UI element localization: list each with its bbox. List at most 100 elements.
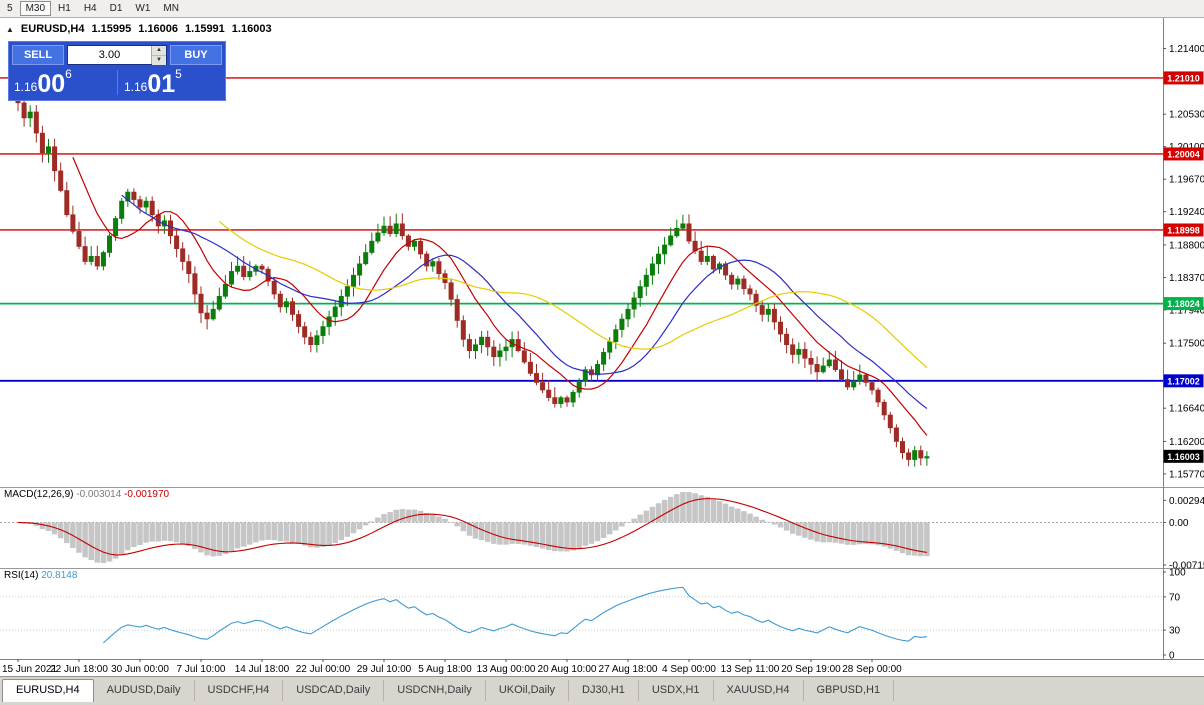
macd-name: MACD(12,26,9)	[4, 489, 74, 500]
svg-text:30: 30	[1169, 626, 1181, 637]
chart-ohlc-header: ▲ EURUSD,H4 1.15995 1.16006 1.15991 1.16…	[6, 23, 272, 35]
svg-text:28 Sep 00:00: 28 Sep 00:00	[842, 664, 902, 675]
timeframe-button-m30[interactable]: M30	[19, 1, 52, 16]
bar-close-value: 1.16003	[231, 23, 272, 35]
svg-text:22 Jun 18:00: 22 Jun 18:00	[50, 664, 108, 675]
macd-main-value: -0.003014	[76, 489, 122, 500]
svg-text:1.19670: 1.19670	[1169, 175, 1204, 186]
svg-text:4 Sep 00:00: 4 Sep 00:00	[662, 664, 716, 675]
svg-text:14 Jul 18:00: 14 Jul 18:00	[235, 664, 290, 675]
svg-text:13 Sep 11:00: 13 Sep 11:00	[721, 664, 780, 675]
svg-text:-0.00715: -0.00715	[1169, 561, 1204, 572]
timeframe-button-h1[interactable]: H1	[52, 1, 77, 16]
chart-tab-gbpusd-h1[interactable]: GBPUSD,H1	[804, 680, 895, 701]
collapse-trade-panel-icon[interactable]: ▲	[6, 24, 14, 34]
buy-price-pipette: 5	[175, 67, 182, 81]
timeframe-button-mn[interactable]: MN	[157, 1, 185, 16]
price-chart-canvas[interactable]: 1.214001.205301.201001.196701.192401.188…	[0, 18, 1204, 676]
volume-spinner: ▲ ▼	[151, 46, 166, 65]
svg-text:1.17940: 1.17940	[1169, 305, 1204, 316]
svg-text:70: 70	[1169, 592, 1181, 603]
one-click-trade-panel: SELL 3.00 ▲ ▼ BUY 1.16 00 6 1.16	[8, 41, 226, 101]
rsi-name: RSI(14)	[4, 570, 39, 581]
svg-text:1.18998: 1.18998	[1167, 225, 1200, 235]
sell-button[interactable]: SELL	[12, 45, 64, 65]
buy-price-main: 01	[147, 70, 176, 98]
svg-text:1.20004: 1.20004	[1167, 149, 1200, 159]
svg-text:1.17002: 1.17002	[1167, 376, 1200, 386]
svg-text:1.20530: 1.20530	[1169, 110, 1204, 121]
sell-price-prefix: 1.16	[14, 80, 38, 94]
candles-layer	[15, 83, 930, 467]
svg-text:1.16200: 1.16200	[1169, 437, 1204, 448]
timeframe-button-h4[interactable]: H4	[78, 1, 103, 16]
buy-button[interactable]: BUY	[170, 45, 222, 65]
volume-up-icon[interactable]: ▲	[152, 46, 166, 56]
slow-ma-line	[218, 220, 928, 369]
chart-tab-usdcad-daily[interactable]: USDCAD,Daily	[283, 680, 385, 701]
sell-price-pipette: 6	[65, 67, 72, 81]
bar-low-value: 1.15991	[185, 23, 225, 35]
sell-price-main: 00	[37, 70, 66, 98]
chart-tab-audusd-daily[interactable]: AUDUSD,Daily	[94, 680, 195, 701]
chart-tab-usdcnh-daily[interactable]: USDCNH,Daily	[384, 680, 486, 701]
bar-open-value: 1.15995	[91, 23, 132, 35]
chart-tab-usdchf-h4[interactable]: USDCHF,H4	[195, 680, 284, 701]
chart-tab-eurusd-h4[interactable]: EURUSD,H4	[2, 679, 94, 702]
moving-averages-layer	[72, 157, 928, 436]
macd-signal-line	[17, 498, 927, 556]
svg-text:1.19240: 1.19240	[1169, 207, 1204, 218]
price-axis[interactable]: 1.214001.205301.201001.196701.192401.188…	[0, 18, 1204, 662]
rsi-line	[103, 586, 927, 644]
svg-text:1.21010: 1.21010	[1167, 73, 1200, 83]
svg-text:7 Jul 10:00: 7 Jul 10:00	[177, 664, 226, 675]
svg-text:1.21400: 1.21400	[1169, 44, 1204, 55]
svg-text:100: 100	[1169, 568, 1186, 579]
svg-text:0.00: 0.00	[1169, 518, 1189, 529]
sell-price[interactable]: 1.16 00 6	[12, 68, 112, 97]
svg-text:13 Aug 00:00: 13 Aug 00:00	[477, 664, 536, 675]
svg-text:30 Jun 00:00: 30 Jun 00:00	[111, 664, 169, 675]
timeframe-button-w1[interactable]: W1	[129, 1, 156, 16]
volume-value[interactable]: 3.00	[98, 49, 121, 61]
timeframe-toolbar: 5 M30 H1 H4 D1 W1 MN	[0, 0, 1204, 18]
macd-signal-value: -0.001970	[124, 489, 170, 500]
svg-text:1.16003: 1.16003	[1167, 452, 1200, 462]
svg-text:1.18800: 1.18800	[1169, 240, 1204, 251]
chart-tab-usdx-h1[interactable]: USDX,H1	[639, 680, 714, 701]
svg-text:15 Jun 2021: 15 Jun 2021	[2, 664, 57, 675]
chart-tabs-bar: EURUSD,H4 AUDUSD,Daily USDCHF,H4 USDCAD,Dai…	[0, 676, 1204, 705]
mid-ma-line	[121, 194, 928, 410]
svg-text:1.18024: 1.18024	[1167, 299, 1200, 309]
chart-tab-xauusd-h4[interactable]: XAUUSD,H4	[714, 680, 804, 701]
chart-tab-dj30-h1[interactable]: DJ30,H1	[569, 680, 639, 701]
svg-text:1.18370: 1.18370	[1169, 273, 1204, 284]
svg-text:0: 0	[1169, 651, 1175, 662]
chart-area[interactable]: 1.214001.205301.201001.196701.192401.188…	[0, 18, 1204, 676]
svg-text:22 Jul 00:00: 22 Jul 00:00	[296, 664, 351, 675]
buy-price[interactable]: 1.16 01 5	[112, 68, 222, 97]
svg-text:20 Aug 10:00: 20 Aug 10:00	[538, 664, 597, 675]
fast-ma-line	[72, 157, 928, 436]
rsi-value: 20.8148	[41, 570, 78, 581]
svg-text:1.17500: 1.17500	[1169, 339, 1204, 350]
horizontal-level-lines[interactable]	[0, 77, 1163, 382]
rsi-panel	[0, 586, 1163, 644]
svg-text:1.15770: 1.15770	[1169, 469, 1204, 480]
volume-down-icon[interactable]: ▼	[152, 56, 166, 65]
price-line-badges: 1.21010 1.20004 1.18998 1.18024 1.17002 1.160…	[1163, 71, 1204, 463]
bar-high-value: 1.16006	[138, 23, 179, 35]
symbol-label: EURUSD,H4	[20, 23, 85, 35]
volume-field[interactable]: 3.00 ▲ ▼	[67, 45, 167, 65]
timeframe-button-d1[interactable]: D1	[104, 1, 129, 16]
svg-text:1.16640: 1.16640	[1169, 404, 1204, 415]
svg-text:5 Aug 18:00: 5 Aug 18:00	[418, 664, 472, 675]
chart-tab-ukoil-daily[interactable]: UKOil,Daily	[486, 680, 570, 701]
rsi-indicator-label: RSI(14) 20.8148	[4, 570, 77, 581]
svg-text:29 Jul 10:00: 29 Jul 10:00	[357, 664, 412, 675]
svg-text:0.00294: 0.00294	[1169, 496, 1204, 507]
timeframe-button-5[interactable]: 5	[1, 1, 19, 16]
macd-panel	[0, 492, 1163, 563]
